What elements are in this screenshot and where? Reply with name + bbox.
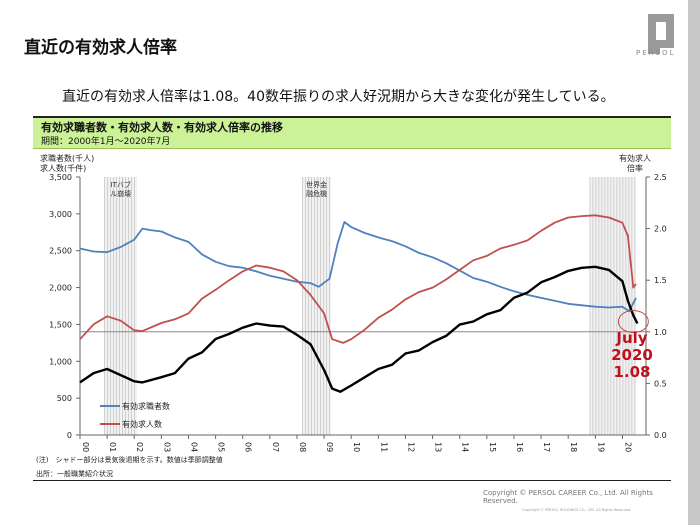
series-line <box>79 221 637 313</box>
x-tick-label: 06 <box>244 442 253 452</box>
x-tick-label: 05 <box>217 442 226 452</box>
annotation-year: 2020 <box>611 346 653 364</box>
x-tick-label: 20 <box>623 442 632 452</box>
recession-label: ITバブル崩壊 <box>110 180 131 198</box>
divider <box>33 116 671 118</box>
chart-title: 有効求職者数・有効求人数・有効求人倍率の推移 <box>41 121 283 134</box>
x-tick-label: 11 <box>379 442 388 452</box>
recession-label-line1: 世界金 <box>306 180 327 189</box>
left-tick-label: 1,500 <box>49 320 72 329</box>
left-axis-label: 求職者数(千人) 求人数(千件) <box>40 154 94 174</box>
recession-band <box>104 177 137 435</box>
footer-divider <box>33 480 671 481</box>
right-tick-label: 1.0 <box>654 328 667 337</box>
x-tick-label: 04 <box>189 442 198 452</box>
annotation-callout: July 2020 1.08 <box>602 330 662 381</box>
logo-text: PERSOL <box>636 49 676 57</box>
x-tick-label: 08 <box>298 442 307 452</box>
copyright: Copyright © PERSOL CAREER Co., Ltd. All … <box>483 489 653 505</box>
recession-label-line2: ル崩壊 <box>110 189 131 198</box>
recession-label-line1: ITバブ <box>111 180 131 189</box>
x-tick-label: 07 <box>271 442 280 452</box>
page-title: 直近の有効求人倍率 <box>24 38 177 58</box>
highlight-ellipse <box>617 310 649 334</box>
x-tick-label: 13 <box>434 442 443 452</box>
x-tick-label: 16 <box>515 442 524 452</box>
left-tick-label: 500 <box>57 394 72 403</box>
right-axis-label-line2: 倍率 <box>627 164 643 173</box>
chart-period: 期間：2000年1月～2020年7月 <box>41 137 171 147</box>
x-tick-label: 19 <box>596 442 605 452</box>
x-tick-label: 17 <box>542 442 551 452</box>
window-edge <box>688 0 700 525</box>
x-tick-label: 03 <box>162 442 171 452</box>
x-tick-label: 01 <box>108 442 117 452</box>
lead-text: 直近の有効求人倍率は1.08。40数年振りの求人好況期から大きな変化が発生してい… <box>62 89 615 105</box>
left-tick-label: 3,500 <box>49 173 72 182</box>
x-tick-label: 00 <box>81 442 90 452</box>
source-note: 出所：一般職業紹介状況 <box>36 470 113 478</box>
left-tick-label: 2,000 <box>49 284 72 293</box>
x-tick-label: 10 <box>352 442 361 452</box>
right-axis-label: 有効求人 倍率 <box>612 154 658 174</box>
persol-logo-icon <box>648 14 674 54</box>
left-tick-label: 2,500 <box>49 247 72 256</box>
x-tick-label: 18 <box>569 442 578 452</box>
right-axis-label-line1: 有効求人 <box>619 154 651 163</box>
annotation-value: 1.08 <box>613 363 651 381</box>
x-tick-label: 02 <box>135 442 144 452</box>
right-tick-label: 2.5 <box>654 173 667 182</box>
footnote: (注) シャドー部分は景気後退期を示す。数値は季節調整値 <box>36 456 223 464</box>
right-tick-label: 1.5 <box>654 276 667 285</box>
right-tick-label: 2.0 <box>654 225 667 234</box>
annotation-month: July <box>616 329 648 347</box>
right-tick-label: 0.0 <box>654 431 667 440</box>
chart-banner: 有効求職者数・有効求人数・有効求人倍率の推移 期間：2000年1月～2020年7… <box>33 118 671 149</box>
line-chart: ITバブル崩壊世界金融危機05001,0001,5002,0002,5003,0… <box>49 173 667 452</box>
x-tick-label: 09 <box>325 442 334 452</box>
recession-label-line2: 融危機 <box>306 189 327 198</box>
left-tick-label: 0 <box>67 431 72 440</box>
x-tick-label: 15 <box>488 442 497 452</box>
left-axis-label-line2: 求人数(千件) <box>40 164 87 173</box>
legend-label: 有効求人数 <box>122 419 162 429</box>
series-line <box>79 214 637 344</box>
copyright-small: Copyright © PERSOL HOLDINGS CO., LTD. Al… <box>522 508 632 512</box>
x-tick-label: 14 <box>461 442 470 452</box>
series-line <box>79 265 639 393</box>
left-axis-label-line1: 求職者数(千人) <box>40 154 95 163</box>
x-tick-label: 12 <box>406 442 415 452</box>
legend-label: 有効求職者数 <box>122 401 170 411</box>
right-tick-label: 0.5 <box>654 379 667 388</box>
recession-label: 世界金融危機 <box>306 180 327 198</box>
left-tick-label: 3,000 <box>49 210 72 219</box>
left-tick-label: 1,000 <box>49 357 72 366</box>
